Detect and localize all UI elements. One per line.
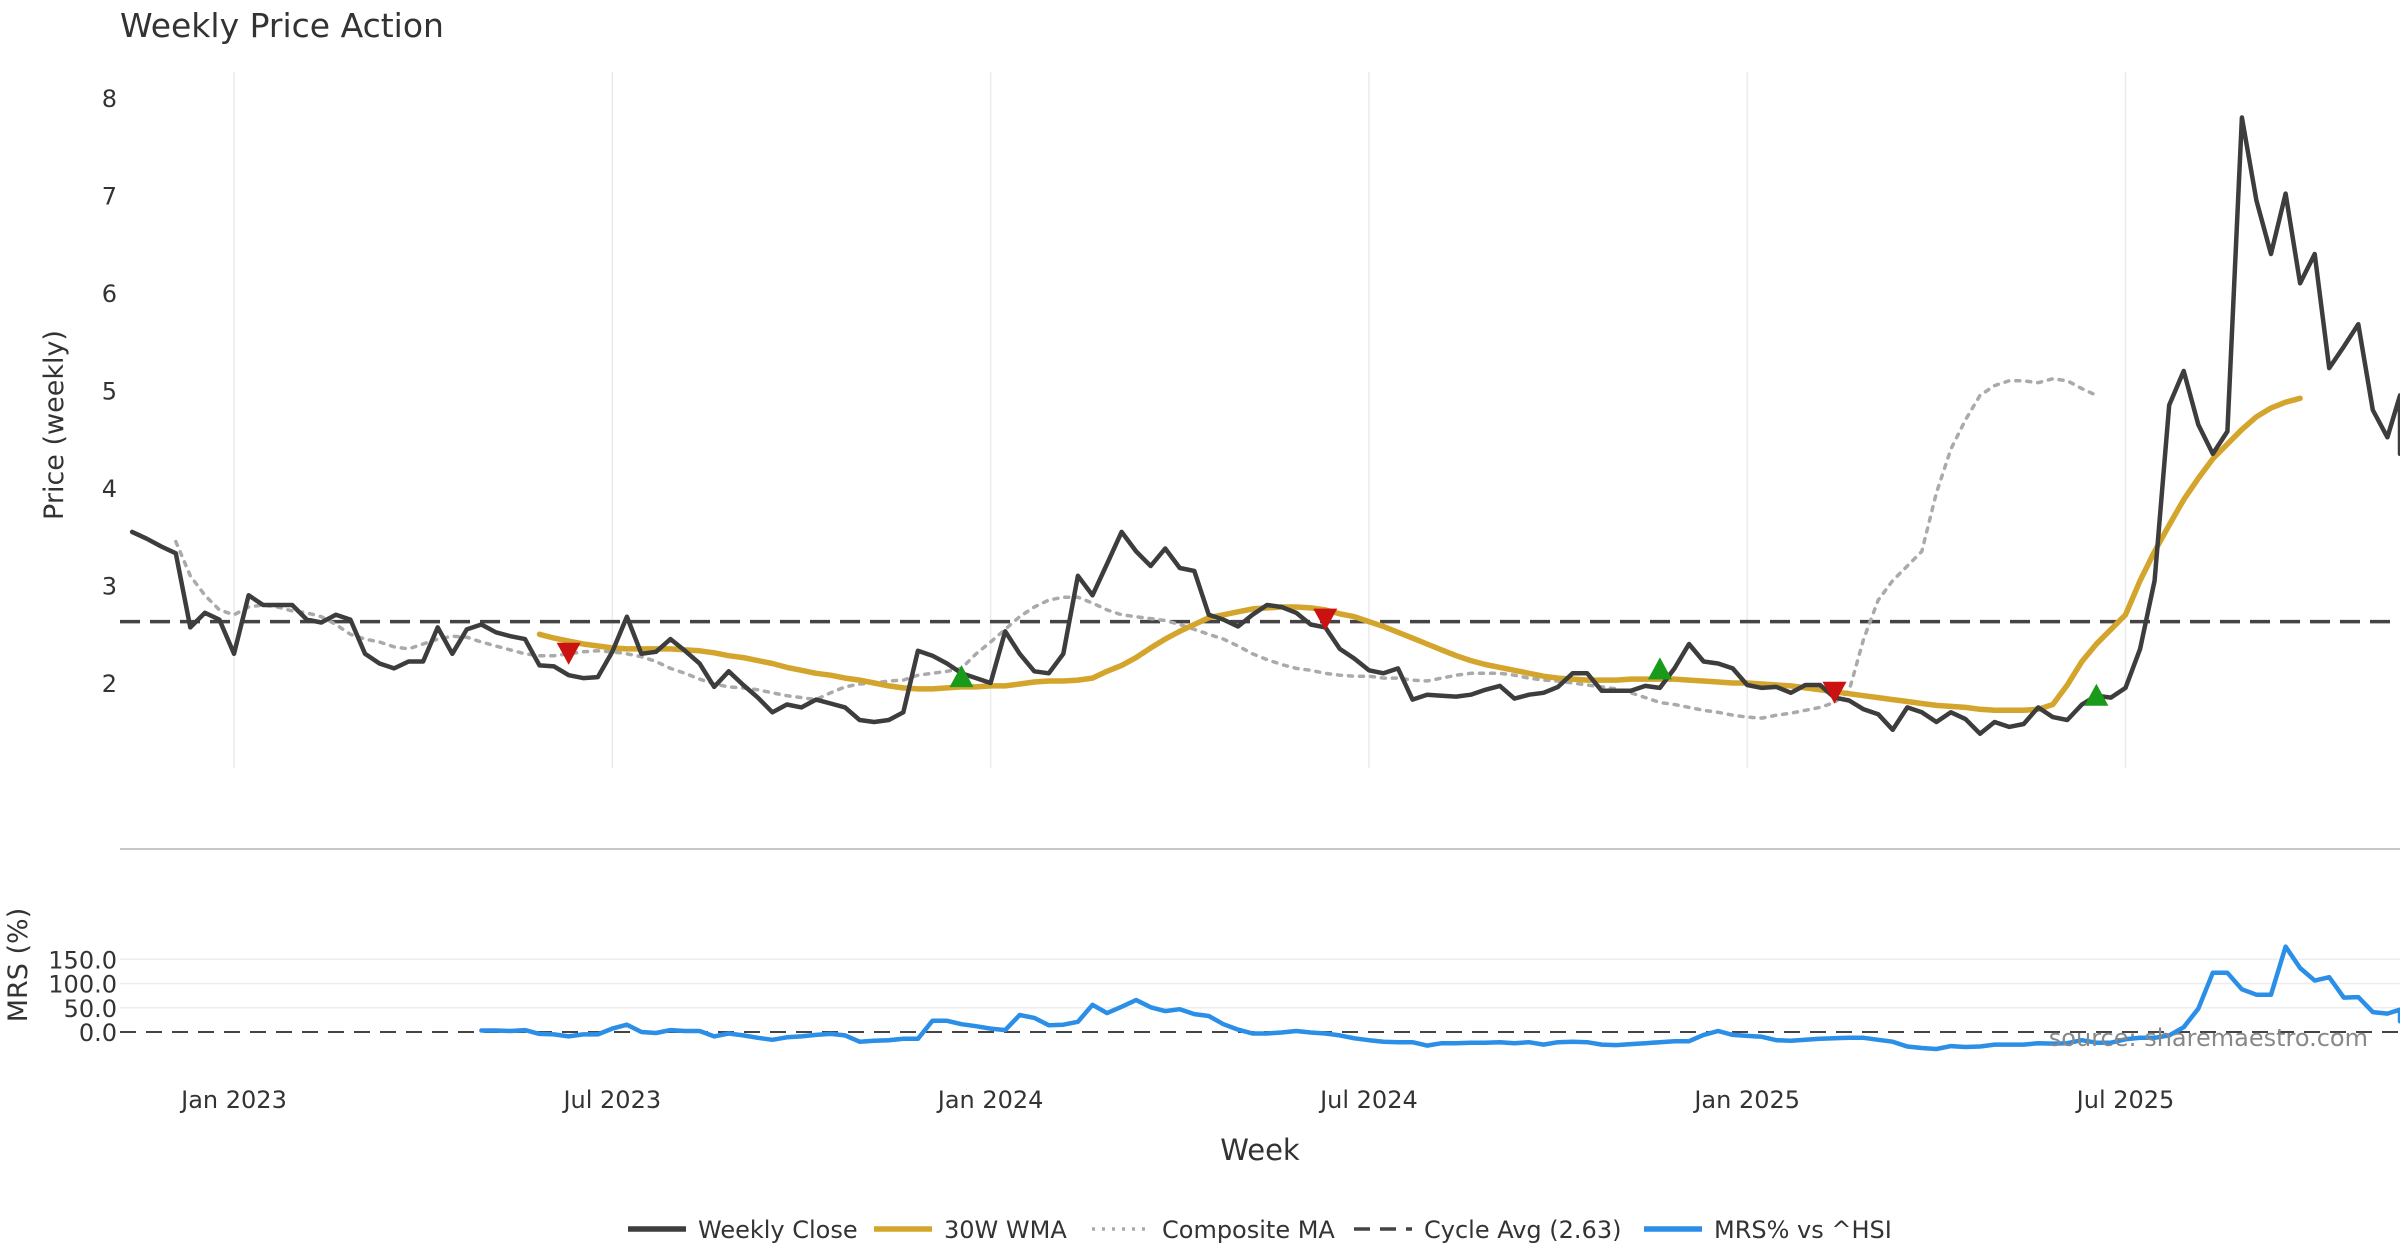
price-series [129, 115, 2400, 736]
sell-signal-marker [1313, 608, 1338, 631]
sell-signal-marker [1822, 681, 1847, 704]
buy-signal-marker [2084, 683, 2109, 706]
legend-label: MRS% vs ^HSI [1714, 1216, 1892, 1244]
x-tick-label: Jan 2023 [179, 1086, 287, 1114]
mrs-y-axis-label: MRS (%) [3, 908, 34, 1023]
price-y-tick-label: 3 [102, 573, 117, 601]
legend-item: Weekly Close [628, 1216, 858, 1244]
mrs-line [479, 944, 2400, 1052]
price-y-tick-label: 5 [102, 378, 117, 406]
legend: Weekly Close 30W WMA Composite MA Cycle Avg… [628, 1216, 1892, 1244]
buy-signal-marker [1647, 657, 1672, 680]
legend-label: Composite MA [1162, 1216, 1335, 1244]
wma-30w-line [536, 395, 2303, 714]
mrs-y-tick-label: 150.0 [48, 946, 117, 974]
price-y-tick-label: 4 [102, 475, 117, 503]
price-y-tick-label: 8 [102, 85, 117, 113]
mrs-grid [120, 958, 2400, 1009]
x-tick-label: Jan 2025 [1692, 1086, 1800, 1114]
legend-label: Cycle Avg (2.63) [1424, 1216, 1621, 1244]
chart-title: Weekly Price Action [120, 6, 444, 45]
legend-item: Composite MA [1092, 1216, 1335, 1244]
composite-ma-line [174, 377, 2099, 720]
mrs-y-tick-label: 0.0 [79, 1019, 117, 1047]
mrs-y-tick-label: 50.0 [64, 995, 117, 1023]
buy-signal-marker [949, 665, 974, 688]
legend-item: MRS% vs ^HSI [1644, 1216, 1892, 1244]
mrs-series [479, 944, 2400, 1052]
legend-label: 30W WMA [944, 1216, 1067, 1244]
source-annotation: source: sharemaestro.com [2049, 1024, 2368, 1052]
x-tick-label: Jul 2024 [1318, 1086, 1418, 1114]
x-tick-label: Jul 2025 [2075, 1086, 2175, 1114]
legend-item: 30W WMA [874, 1216, 1067, 1244]
week-x-ticks: Jan 2023 Jul 2023 Jan 2024 Jul 2024 Jan 2025… [179, 1086, 2174, 1114]
x-tick-label: Jul 2023 [561, 1086, 661, 1114]
signal-markers [556, 608, 2109, 706]
price-y-tick-label: 6 [102, 280, 117, 308]
price-y-ticks: 2 3 4 5 6 7 8 [102, 85, 117, 698]
legend-label: Weekly Close [698, 1216, 858, 1244]
price-grid [233, 72, 2127, 768]
legend-item: Cycle Avg (2.63) [1354, 1216, 1621, 1244]
x-tick-label: Jan 2024 [936, 1086, 1044, 1114]
weekly-close-line [129, 115, 2400, 736]
x-axis-label: Week [1220, 1133, 1300, 1167]
price-y-tick-label: 2 [102, 670, 117, 698]
price-y-tick-label: 7 [102, 183, 117, 211]
mrs-y-tick-label: 100.0 [48, 971, 117, 999]
price-y-axis-label: Price (weekly) [39, 330, 70, 520]
sell-signal-marker [556, 642, 581, 665]
